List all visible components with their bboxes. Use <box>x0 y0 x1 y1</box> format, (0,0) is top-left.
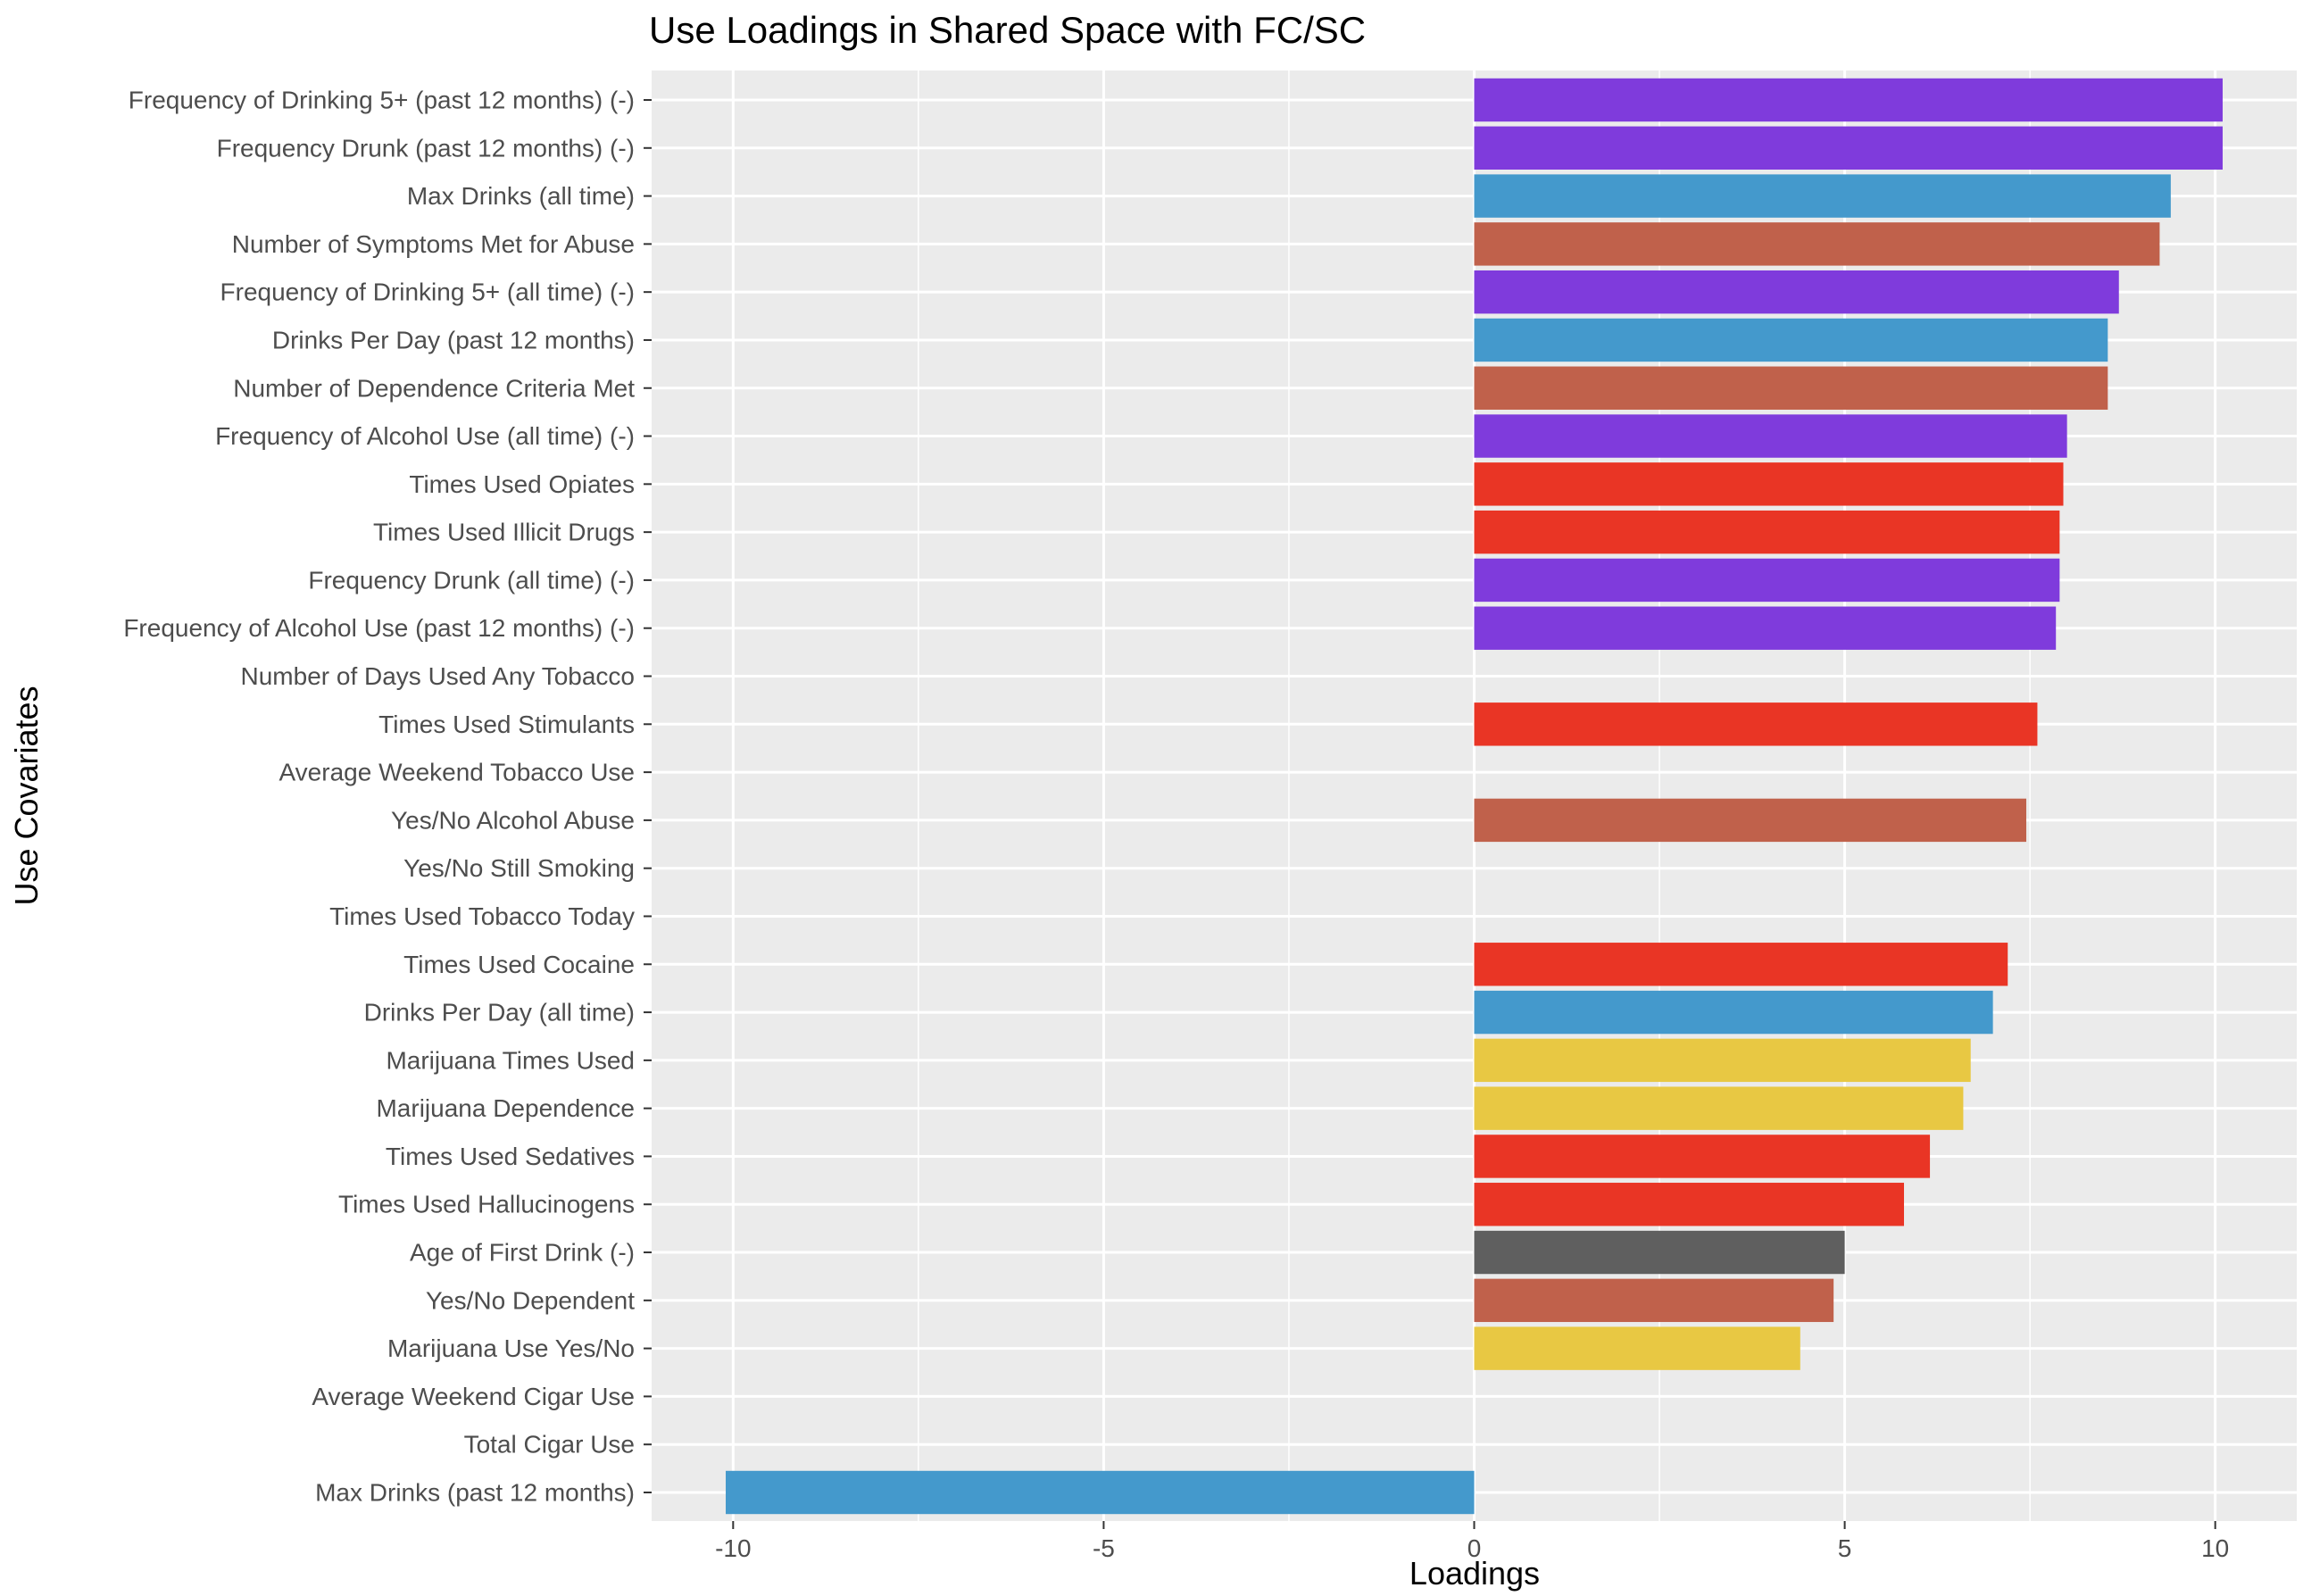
bar <box>1474 366 2108 410</box>
y-tick-label: Times Used Hallucinogens <box>338 1191 635 1218</box>
y-tick-label: Frequency Drunk (past 12 months) (-) <box>217 134 635 162</box>
y-tick-label: Frequency of Drinking 5+ (past 12 months… <box>129 87 635 114</box>
x-tick-label: 0 <box>1467 1534 1482 1562</box>
y-axis-ticks: Frequency of Drinking 5+ (past 12 months… <box>123 87 652 1507</box>
bars <box>726 78 2223 1515</box>
y-tick-label: Number of Days Used Any Tobacco <box>241 662 635 690</box>
x-tick-label: -10 <box>715 1534 751 1562</box>
chart-title: Use Loadings in Shared Space with FC/SC <box>649 9 1366 51</box>
bar <box>1474 558 2060 603</box>
bar <box>1474 222 2160 266</box>
bar <box>1474 462 2064 506</box>
bar <box>1474 174 2171 218</box>
y-tick-label: Yes/No Alcohol Abuse <box>391 806 635 834</box>
y-tick-label: Times Used Stimulants <box>378 711 635 738</box>
y-tick-label: Drinks Per Day (past 12 months) <box>272 326 635 353</box>
y-tick-label: Frequency of Drinking 5+ (all time) (-) <box>220 278 635 306</box>
y-tick-label: Yes/No Still Smoking <box>403 854 635 882</box>
bar <box>1474 1086 1964 1130</box>
y-tick-label: Max Drinks (all time) <box>407 182 635 210</box>
y-tick-label: Drinks Per Day (all time) <box>364 999 635 1027</box>
y-tick-label: Marijuana Use Yes/No <box>387 1334 635 1362</box>
bar <box>726 1470 1475 1515</box>
y-tick-label: Number of Symptoms Met for Abuse <box>232 230 635 258</box>
y-tick-label: Yes/No Dependent <box>426 1286 635 1314</box>
y-tick-label: Frequency Drunk (all time) (-) <box>308 566 635 594</box>
x-tick-label: 5 <box>1838 1534 1852 1562</box>
x-tick-label: 10 <box>2201 1534 2229 1562</box>
y-tick-label: Frequency of Alcohol Use (all time) (-) <box>215 422 635 450</box>
bar <box>1474 702 2038 746</box>
bar <box>1474 270 2119 314</box>
bar <box>1474 1326 1800 1370</box>
x-tick-label: -5 <box>1093 1534 1115 1562</box>
y-tick-label: Average Weekend Tobacco Use <box>279 759 635 786</box>
y-tick-label: Marijuana Dependence <box>376 1094 635 1122</box>
x-axis-ticks: -10 -5 0 5 10 <box>715 1521 2229 1562</box>
bar <box>1474 1038 1971 1083</box>
bar <box>1474 943 2008 986</box>
bar <box>1474 126 2223 170</box>
y-tick-label: Times Used Illicit Drugs <box>373 519 635 546</box>
y-tick-label: Times Used Tobacco Today <box>329 902 635 930</box>
y-tick-label: Times Used Sedatives <box>386 1143 635 1170</box>
bar <box>1474 1135 1931 1178</box>
bar <box>1474 414 2067 458</box>
bar <box>1474 1183 1905 1226</box>
bar <box>1474 510 2060 554</box>
bar <box>1474 1230 1845 1275</box>
y-tick-label: Average Weekend Cigar Use <box>312 1383 635 1410</box>
y-tick-label: Max Drinks (past 12 months) <box>315 1479 635 1507</box>
y-axis-title: Use Covariates <box>8 686 45 905</box>
y-tick-label: Frequency of Alcohol Use (past 12 months… <box>123 614 635 642</box>
y-tick-label: Total Cigar Use <box>464 1431 635 1459</box>
bar <box>1474 318 2108 362</box>
y-tick-label: Number of Dependence Criteria Met <box>233 374 635 402</box>
y-tick-label: Times Used Opiates <box>409 470 635 498</box>
bar <box>1474 78 2223 122</box>
bar <box>1474 1278 1834 1323</box>
y-tick-label: Marijuana Times Used <box>386 1046 635 1074</box>
x-axis-title: Loadings <box>1409 1555 1540 1592</box>
y-tick-label: Times Used Cocaine <box>403 951 635 978</box>
bar <box>1474 606 2057 650</box>
bar <box>1474 798 2026 843</box>
y-tick-label: Age of First Drink (-) <box>410 1239 635 1267</box>
bar <box>1474 990 1993 1035</box>
